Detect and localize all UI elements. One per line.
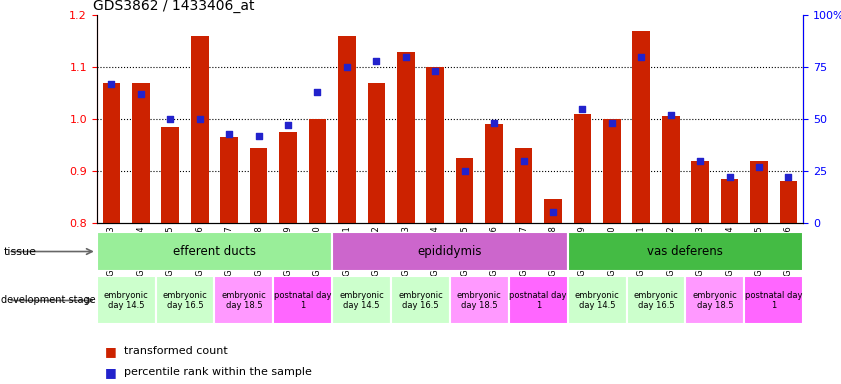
Bar [161,127,179,223]
Text: transformed count: transformed count [124,346,227,356]
Bar [332,276,391,324]
Bar [426,67,444,223]
Bar [132,83,150,223]
Bar [220,137,238,223]
Point [310,89,324,95]
Bar [214,276,273,324]
Bar [191,36,209,223]
Text: percentile rank within the sample: percentile rank within the sample [124,367,311,377]
Point [340,64,353,70]
Bar [485,124,503,223]
Bar [627,276,685,324]
Point [104,81,118,87]
Bar [456,158,473,223]
Bar [391,276,450,324]
Point [664,112,677,118]
Point [605,120,618,126]
Bar [368,83,385,223]
Bar [780,181,797,223]
Bar [279,132,297,223]
Text: embryonic
day 16.5: embryonic day 16.5 [398,291,443,310]
Text: development stage: development stage [1,295,96,306]
Point [752,164,765,170]
Bar [250,147,267,223]
Text: epididymis: epididymis [418,245,482,258]
Text: embryonic
day 16.5: embryonic day 16.5 [162,291,208,310]
Bar [685,276,744,324]
Text: embryonic
day 18.5: embryonic day 18.5 [692,291,738,310]
Text: embryonic
day 14.5: embryonic day 14.5 [574,291,620,310]
Text: embryonic
day 18.5: embryonic day 18.5 [221,291,267,310]
Text: efferent ducts: efferent ducts [173,245,256,258]
Bar [97,232,332,271]
Text: GDS3862 / 1433406_at: GDS3862 / 1433406_at [93,0,255,13]
Text: ■: ■ [105,366,121,379]
Point [193,116,206,122]
Point [634,54,648,60]
Bar [632,31,650,223]
Point [222,131,235,137]
Point [281,122,294,128]
Text: postnatal day
1: postnatal day 1 [274,291,331,310]
Text: embryonic
day 16.5: embryonic day 16.5 [633,291,679,310]
Text: embryonic
day 18.5: embryonic day 18.5 [457,291,502,310]
Bar [338,36,356,223]
Bar [397,52,415,223]
Point [516,157,530,164]
Bar [332,232,568,271]
Bar [750,161,768,223]
Bar [721,179,738,223]
Bar [273,276,332,324]
Point [369,58,383,64]
Bar [509,276,568,324]
Bar [156,276,214,324]
Bar [744,276,803,324]
Bar [450,276,509,324]
Point [428,68,442,74]
Bar [691,161,709,223]
Text: postnatal day
1: postnatal day 1 [745,291,802,310]
Bar [103,83,120,223]
Point [722,174,736,180]
Point [399,54,412,60]
Bar [574,114,591,223]
Bar [544,199,562,223]
Text: embryonic
day 14.5: embryonic day 14.5 [339,291,384,310]
Text: tissue: tissue [4,247,37,257]
Point [781,174,795,180]
Text: vas deferens: vas deferens [648,245,723,258]
Bar [97,276,156,324]
Text: postnatal day
1: postnatal day 1 [510,291,567,310]
Point [458,168,471,174]
Bar [309,119,326,223]
Bar [662,116,680,223]
Point [134,91,147,97]
Text: ■: ■ [105,345,121,358]
Point [487,120,500,126]
Point [575,106,589,112]
Bar [568,232,803,271]
Point [251,132,265,139]
Bar [568,276,627,324]
Bar [603,119,621,223]
Point [546,209,559,215]
Bar [515,147,532,223]
Point [163,116,177,122]
Text: embryonic
day 14.5: embryonic day 14.5 [103,291,149,310]
Point [693,157,706,164]
